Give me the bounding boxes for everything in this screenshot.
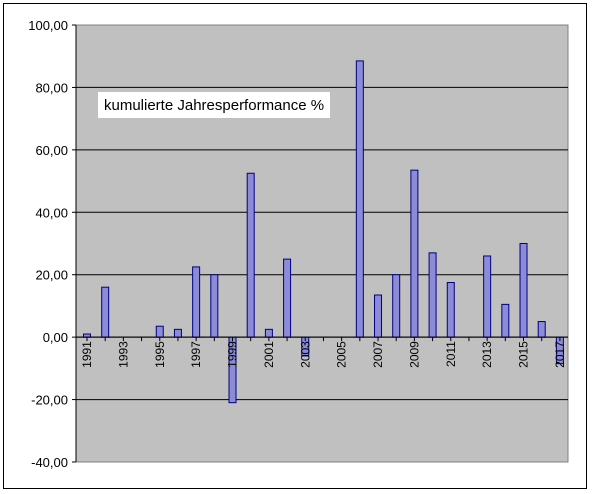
x-tick-label: 2017	[553, 341, 567, 368]
chart-title: kumulierte Jahresperformance %	[104, 97, 324, 114]
bar-2013	[483, 255, 492, 338]
y-tick-label: 20,00	[35, 268, 68, 283]
bar-1996	[173, 328, 182, 338]
x-tick-label: 2007	[371, 341, 385, 368]
y-tick-label: 60,00	[35, 143, 68, 158]
bar-2001	[264, 328, 273, 338]
y-tick-label: -20,00	[31, 393, 68, 408]
bar-2008	[392, 274, 401, 338]
bar-1995	[155, 325, 164, 338]
bar-2016	[537, 321, 546, 338]
plot-area	[75, 24, 569, 463]
x-tick-label: 2005	[335, 341, 349, 368]
chart-frame: 100,00 80,00 60,00 40,00 20,00 0,00 -20,00 -40,…	[3, 3, 587, 489]
bars	[83, 60, 564, 404]
y-axis-ticks: 100,00 80,00 60,00 40,00 20,00 0,00 -20,00 -40,…	[28, 18, 77, 470]
bar-2015	[519, 243, 528, 338]
bar-2002	[283, 258, 292, 338]
x-axis-ticks: 1991 1993 1995 1997 1999 2001 2003 2005 2007 2009…	[80, 337, 567, 368]
bar-2011	[446, 282, 455, 338]
x-tick-label: 1999	[226, 341, 240, 368]
x-tick-label: 2009	[407, 341, 421, 368]
x-tick-label: 2003	[298, 341, 312, 368]
x-tick-label: 1993	[116, 341, 130, 368]
y-tick-label: 100,00	[28, 18, 68, 33]
x-tick-label: 2001	[262, 341, 276, 368]
x-tick-label: 2013	[480, 341, 494, 368]
bar-2000	[246, 172, 255, 338]
bar-2009	[410, 169, 419, 338]
x-tick-label: 2015	[517, 341, 531, 368]
x-tick-label: 2011	[444, 341, 458, 367]
bar-2006	[355, 60, 364, 338]
x-tick-label: 1997	[189, 341, 203, 368]
bar-chart: 100,00 80,00 60,00 40,00 20,00 0,00 -20,00 -40,…	[28, 18, 569, 470]
bar-1992	[101, 286, 110, 338]
bar-2007	[374, 294, 383, 338]
title-background	[98, 92, 330, 118]
x-tick-label: 1995	[153, 341, 167, 368]
bar-2014	[501, 303, 510, 338]
y-tick-label: 0,00	[43, 330, 68, 345]
x-tick-label: 1991	[80, 341, 94, 368]
bar-1997	[192, 266, 201, 338]
bar-1998	[210, 274, 219, 338]
y-tick-label: 80,00	[35, 80, 68, 95]
bar-2010	[428, 252, 437, 338]
y-tick-label: 40,00	[35, 205, 68, 220]
y-tick-label: -40,00	[31, 455, 68, 470]
